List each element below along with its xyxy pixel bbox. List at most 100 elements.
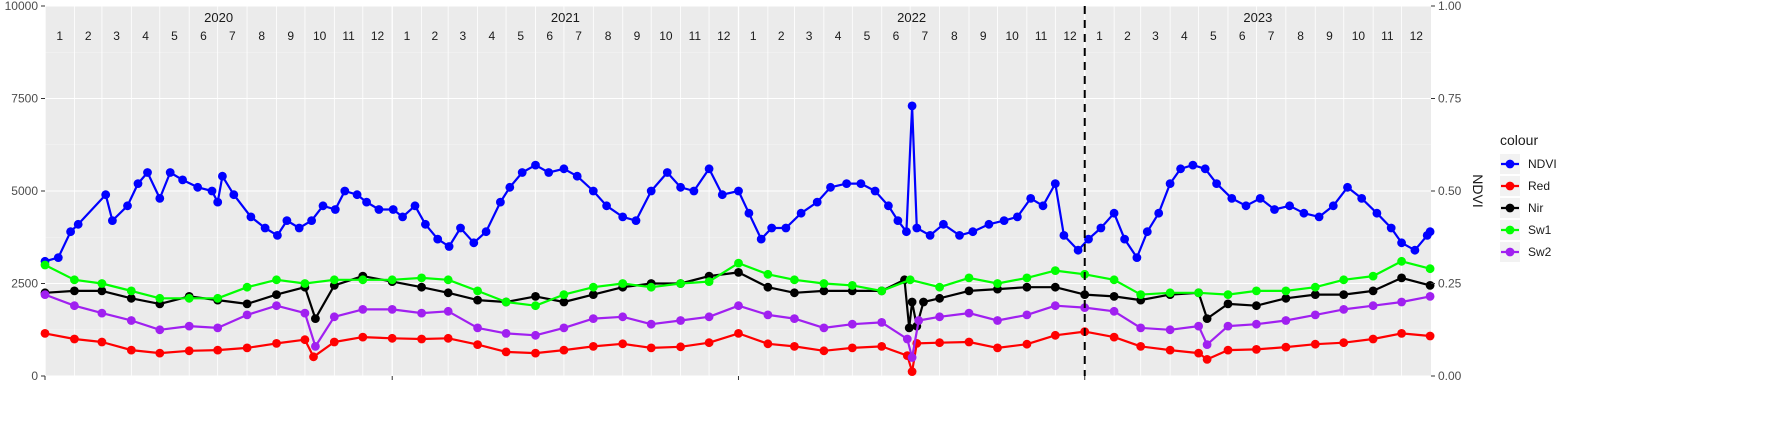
series-sw2	[40, 290, 1435, 362]
data-point-red	[1281, 342, 1291, 352]
data-point-sw2	[819, 323, 829, 333]
data-point-sw1	[1109, 275, 1119, 285]
data-point-ndvi	[1328, 201, 1338, 211]
data-point-nir	[819, 286, 829, 296]
data-point-sw1	[417, 273, 426, 283]
data-point-sw2	[1165, 325, 1175, 335]
data-point-red	[1109, 332, 1119, 342]
data-point-sw2	[443, 306, 453, 316]
data-point-sw2	[902, 334, 912, 344]
data-point-nir	[1202, 314, 1212, 323]
data-point-sw1	[618, 279, 628, 288]
data-point-red	[1223, 345, 1233, 355]
data-point-ndvi	[531, 160, 540, 170]
data-point-ndvi	[602, 201, 611, 211]
data-point-sw2	[531, 330, 540, 340]
data-point-nir	[242, 299, 252, 309]
data-point-nir	[531, 292, 540, 301]
series-red	[40, 327, 1435, 376]
left-tick-label: 7500	[11, 92, 38, 106]
right-tick-label: 0.75	[1438, 92, 1462, 106]
data-point-sw1	[646, 282, 656, 292]
data-point-ndvi	[362, 197, 371, 207]
data-point-sw1	[1022, 273, 1032, 283]
data-point-red	[1022, 339, 1032, 349]
data-point-red	[329, 337, 339, 347]
data-point-ndvi	[246, 212, 256, 222]
data-point-ndvi	[1372, 208, 1382, 218]
data-point-ndvi	[1109, 208, 1119, 218]
data-point-red	[559, 345, 569, 355]
data-point-red	[309, 352, 318, 362]
data-point-sw2	[213, 323, 223, 333]
data-point-sw2	[790, 314, 799, 323]
month-label: 2	[85, 29, 92, 43]
data-point-red	[993, 343, 1002, 353]
right-axis-title: NDVI	[1470, 174, 1486, 207]
month-label: 9	[980, 29, 987, 43]
month-label: 12	[1063, 29, 1077, 43]
data-point-red	[184, 346, 194, 356]
data-point-nir	[935, 293, 944, 303]
data-point-ndvi	[307, 216, 316, 226]
data-point-red	[734, 329, 743, 338]
data-point-sw1	[905, 275, 915, 285]
data-point-sw1	[184, 293, 194, 303]
month-label: 8	[1297, 29, 1304, 43]
data-point-ndvi	[1013, 212, 1022, 222]
data-point-ndvi	[282, 216, 292, 226]
data-point-sw2	[1022, 310, 1032, 320]
data-point-nir	[1281, 293, 1291, 303]
data-point-sw1	[790, 275, 799, 285]
data-point-nir	[1368, 286, 1378, 296]
data-point-nir	[1109, 292, 1119, 301]
data-point-sw1	[1310, 282, 1320, 292]
month-label: 5	[864, 29, 871, 43]
data-point-red	[1050, 330, 1060, 340]
data-point-ndvi	[689, 186, 699, 196]
legend-label-ndvi: NDVI	[1528, 157, 1557, 171]
data-point-sw2	[676, 316, 685, 325]
data-point-red	[1310, 339, 1320, 349]
data-point-ndvi	[618, 212, 628, 222]
data-point-ndvi	[410, 201, 420, 211]
data-point-ndvi	[1386, 223, 1396, 233]
data-point-red	[97, 337, 107, 347]
month-label: 4	[142, 29, 149, 43]
legend: colour NDVI Red Nir Sw1 Sw2	[1500, 132, 1557, 262]
data-point-ndvi	[481, 227, 491, 237]
data-point-sw1	[763, 269, 773, 279]
year-label: 2020	[204, 10, 233, 25]
data-point-ndvi	[544, 168, 554, 177]
data-point-ndvi	[676, 182, 685, 192]
data-point-ndvi	[884, 201, 893, 211]
month-label: 12	[717, 29, 731, 43]
data-point-red	[70, 334, 79, 344]
data-point-ndvi	[756, 234, 766, 244]
data-point-ndvi	[66, 227, 75, 237]
data-point-red	[242, 343, 252, 353]
data-point-ndvi	[1285, 201, 1294, 211]
data-point-ndvi	[1397, 238, 1406, 248]
left-tick-label: 2500	[11, 277, 38, 291]
data-point-sw2	[847, 319, 857, 329]
data-point-sw1	[126, 286, 136, 296]
data-point-sw1	[358, 275, 368, 285]
data-point-red	[618, 339, 628, 349]
data-point-sw1	[272, 275, 281, 285]
data-point-sw2	[1368, 301, 1378, 311]
data-point-ndvi	[1270, 205, 1279, 214]
data-point-ndvi	[496, 197, 505, 207]
data-point-ndvi	[912, 223, 922, 233]
data-point-sw2	[1310, 310, 1320, 320]
data-point-ndvi	[1200, 164, 1210, 174]
month-label: 2	[432, 29, 439, 43]
data-point-ndvi	[662, 168, 672, 177]
data-point-sw1	[1194, 288, 1203, 298]
data-point-ndvi	[1176, 164, 1185, 174]
data-point-ndvi	[294, 223, 304, 233]
left-tick-label: 0	[31, 369, 38, 383]
data-point-nir	[1080, 290, 1090, 299]
series-sw1	[40, 256, 1435, 311]
month-label: 7	[229, 29, 236, 43]
